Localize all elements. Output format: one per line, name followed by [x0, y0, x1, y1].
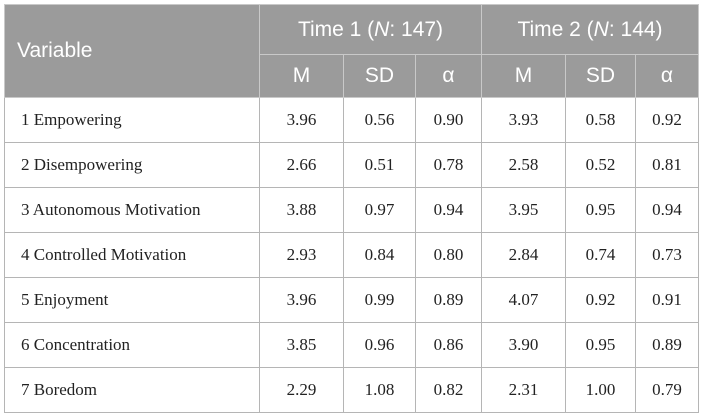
variable-cell: 3 Autonomous Motivation	[4, 187, 260, 233]
variable-column-header: Variable	[4, 4, 260, 98]
time2-mean-cell: 2.84	[481, 232, 566, 278]
time2-sd-header: SD	[565, 54, 636, 98]
time2-sd-cell: 0.92	[565, 277, 636, 323]
time1-alpha-cell: 0.80	[415, 232, 482, 278]
table-body: 1 Empowering 3.96 0.56 0.90 3.93 0.58 0.…	[4, 97, 699, 413]
time1-mean-cell: 3.96	[259, 97, 344, 143]
time2-n-label: N	[593, 17, 609, 41]
time2-mean-cell: 4.07	[481, 277, 566, 323]
table-header: Variable Time 1 (N: 147) Time 2 (N: 144)…	[4, 4, 699, 98]
table-row: 5 Enjoyment 3.96 0.99 0.89 4.07 0.92 0.9…	[4, 277, 699, 323]
variable-cell: 7 Boredom	[4, 367, 260, 413]
time1-alpha-cell: 0.82	[415, 367, 482, 413]
time2-sd-cell: 0.58	[565, 97, 636, 143]
table-row: 6 Concentration 3.85 0.96 0.86 3.90 0.95…	[4, 322, 699, 368]
time1-n-label: N	[374, 17, 390, 41]
descriptive-statistics-table-container: Variable Time 1 (N: 147) Time 2 (N: 144)…	[4, 4, 699, 413]
time2-group-header: Time 2 (N: 144)	[481, 4, 699, 55]
time2-alpha-header: α	[635, 54, 699, 98]
variable-cell: 2 Disempowering	[4, 142, 260, 188]
time1-alpha-cell: 0.94	[415, 187, 482, 233]
time1-mean-cell: 3.85	[259, 322, 344, 368]
time2-mean-cell: 2.31	[481, 367, 566, 413]
time1-mean-cell: 2.66	[259, 142, 344, 188]
time1-sd-header: SD	[343, 54, 416, 98]
table-row: 4 Controlled Motivation 2.93 0.84 0.80 2…	[4, 232, 699, 278]
time2-suffix: : 144)	[608, 17, 663, 41]
table-row: 1 Empowering 3.96 0.56 0.90 3.93 0.58 0.…	[4, 97, 699, 143]
variable-cell: 6 Concentration	[4, 322, 260, 368]
time2-prefix: Time 2 (	[517, 17, 594, 41]
time1-mean-header: M	[259, 54, 344, 98]
time1-mean-cell: 3.88	[259, 187, 344, 233]
time1-alpha-cell: 0.86	[415, 322, 482, 368]
time2-sd-cell: 0.74	[565, 232, 636, 278]
header-row-stats: M SD α M SD α	[5, 54, 699, 98]
time2-mean-cell: 3.90	[481, 322, 566, 368]
time1-sd-cell: 0.56	[343, 97, 416, 143]
time2-alpha-cell: 0.73	[635, 232, 699, 278]
time2-alpha-cell: 0.81	[635, 142, 699, 188]
time1-mean-cell: 2.93	[259, 232, 344, 278]
descriptive-statistics-table: Variable Time 1 (N: 147) Time 2 (N: 144)…	[4, 4, 699, 413]
time1-sd-cell: 0.96	[343, 322, 416, 368]
time1-group-header: Time 1 (N: 147)	[259, 4, 482, 55]
time1-alpha-cell: 0.90	[415, 97, 482, 143]
time2-sd-cell: 1.00	[565, 367, 636, 413]
time1-suffix: : 147)	[389, 17, 444, 41]
variable-cell: 5 Enjoyment	[4, 277, 260, 323]
time2-sd-cell: 0.52	[565, 142, 636, 188]
time2-alpha-cell: 0.91	[635, 277, 699, 323]
variable-cell: 4 Controlled Motivation	[4, 232, 260, 278]
table-row: 7 Boredom 2.29 1.08 0.82 2.31 1.00 0.79	[4, 367, 699, 413]
time1-prefix: Time 1 (	[297, 17, 375, 41]
header-row-groups: Variable Time 1 (N: 147) Time 2 (N: 144)	[4, 4, 699, 98]
time2-mean-cell: 2.58	[481, 142, 566, 188]
time2-sd-cell: 0.95	[565, 187, 636, 233]
time2-alpha-cell: 0.94	[635, 187, 699, 233]
time1-alpha-cell: 0.89	[415, 277, 482, 323]
time1-mean-cell: 3.96	[259, 277, 344, 323]
time1-mean-cell: 2.29	[259, 367, 344, 413]
time2-alpha-cell: 0.79	[635, 367, 699, 413]
time1-sd-cell: 1.08	[343, 367, 416, 413]
table-row: 2 Disempowering 2.66 0.51 0.78 2.58 0.52…	[4, 142, 699, 188]
time1-sd-cell: 0.51	[343, 142, 416, 188]
time2-mean-cell: 3.95	[481, 187, 566, 233]
time2-alpha-cell: 0.89	[635, 322, 699, 368]
time2-mean-cell: 3.93	[481, 97, 566, 143]
table-row: 3 Autonomous Motivation 3.88 0.97 0.94 3…	[4, 187, 699, 233]
time2-alpha-cell: 0.92	[635, 97, 699, 143]
variable-cell: 1 Empowering	[4, 97, 260, 143]
time1-alpha-cell: 0.78	[415, 142, 482, 188]
time2-mean-header: M	[481, 54, 566, 98]
time1-sd-cell: 0.99	[343, 277, 416, 323]
time2-sd-cell: 0.95	[565, 322, 636, 368]
time1-alpha-header: α	[415, 54, 482, 98]
time1-sd-cell: 0.97	[343, 187, 416, 233]
time1-sd-cell: 0.84	[343, 232, 416, 278]
